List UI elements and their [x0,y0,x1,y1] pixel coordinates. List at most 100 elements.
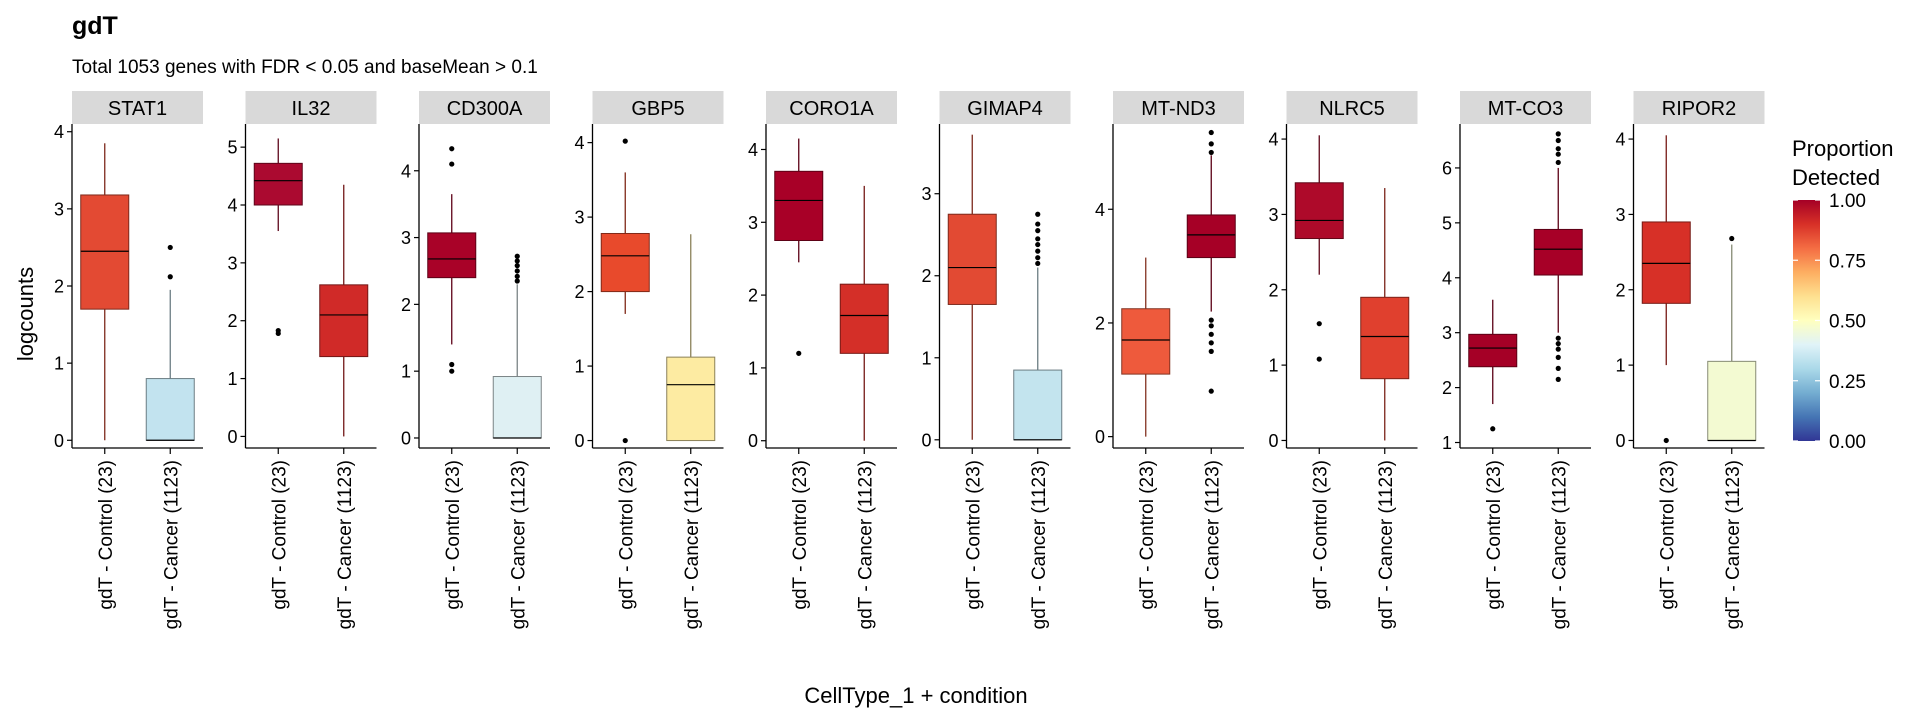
y-tick-label: 1 [1442,433,1452,453]
outlier-point [514,258,520,264]
x-tick-label: gdT - Control (23) [443,460,464,610]
x-tick-label: gdT - Control (23) [963,460,984,610]
facet-strip-label: RIPOR2 [1662,98,1736,120]
legend-tick-label: 0.50 [1829,312,1866,333]
box-control [1121,257,1171,437]
x-tick-label: gdT - Control (23) [1484,460,1505,610]
box-control [253,138,303,337]
y-tick-label: 3 [1442,323,1452,343]
outlier-point [1035,248,1041,254]
facet-strip [1113,91,1244,124]
facet-strip-label: GBP5 [631,98,684,120]
y-tick-label: 1 [574,357,584,377]
iqr-box [1360,296,1410,380]
outlier-point [1490,426,1496,432]
x-tick-label: gdT - Cancer (1123) [508,460,529,629]
outlier-point [1035,211,1041,217]
y-tick-label: 1 [1615,356,1625,376]
y-tick-label: 3 [1615,205,1625,225]
outlier-point [1555,159,1561,166]
outlier-point [1555,346,1561,352]
y-tick-label: 2 [227,311,237,331]
iqr-box [1294,182,1344,240]
y-tick-label: 0 [574,431,584,451]
facet-strip-label: IL32 [292,98,331,120]
y-tick-label: 3 [227,253,237,273]
x-tick-label: gdT - Cancer (1123) [161,460,182,629]
outlier-point [514,273,520,279]
facet-strip [592,91,724,124]
facet-strip [245,91,377,124]
x-axis-title: CellType_1 + condition [804,683,1027,708]
outlier-point [449,161,455,167]
outlier-point [1316,321,1322,327]
y-axis-title: logcounts [13,267,38,361]
y-tick-label: 4 [1615,130,1625,150]
iqr-box [600,232,650,293]
outlier-point [1035,221,1041,227]
iqr-box [1186,214,1236,259]
iqr-box [947,213,997,305]
iqr-box [1641,221,1691,304]
outlier-point [1208,388,1214,394]
y-tick-label: 1 [921,348,931,368]
y-tick-label: 3 [1268,205,1278,225]
facet-strip-label: MT-CO3 [1488,98,1564,120]
y-tick-label: 3 [748,213,758,233]
box-cancer [145,244,195,441]
x-tick-label: gdT - Control (23) [1657,460,1678,610]
box-control [427,146,477,374]
outlier-point [1208,340,1214,346]
iqr-box [839,283,889,354]
outlier-point [1208,323,1214,329]
outlier-point [1555,354,1561,360]
iqr-box [80,194,130,310]
legend-tick-label: 0.75 [1829,251,1866,272]
iqr-box [492,376,542,439]
iqr-box [1707,360,1757,441]
y-tick-label: 4 [748,140,758,160]
outlier-point [1208,129,1214,136]
y-tick-label: 0 [1095,427,1105,447]
outlier-point [1035,260,1041,267]
outlier-point [167,274,173,280]
y-tick-label: 2 [574,282,584,302]
y-tick-label: 4 [227,196,237,216]
x-tick-label: gdT - Cancer (1123) [1376,460,1397,629]
facet-panel-mt-co3: MT-CO3 1 2 3 4 5 6 gdT - Control (23) gdT - Canc… [1442,91,1591,629]
y-tick-label: 3 [574,208,584,228]
y-tick-label: 5 [1442,213,1452,233]
outlier-point [1035,236,1041,242]
y-tick-label: 2 [1442,378,1452,398]
y-tick-label: 4 [1442,268,1452,288]
chart-subtitle: Total 1053 genes with FDR < 0.05 and bas… [72,57,538,78]
outlier-point [1316,356,1322,362]
iqr-box [427,232,477,279]
y-tick-label: 0 [1268,431,1278,451]
facet-strip [1633,91,1765,124]
box-cancer [839,185,889,441]
x-tick-label: gdT - Control (23) [96,460,117,610]
outlier-point [1555,376,1561,382]
box-control [600,138,650,444]
x-tick-label: gdT - Cancer (1123) [1029,460,1050,629]
outlier-point [622,437,628,444]
iqr-box [1121,308,1171,375]
outlier-point [1208,348,1214,354]
iqr-box [1468,333,1518,368]
y-tick-label: 2 [1615,280,1625,300]
legend-title: Proportion [1792,136,1894,161]
y-tick-label: 5 [227,138,237,158]
x-tick-label: gdT - Control (23) [1310,460,1331,610]
x-tick-label: gdT - Control (23) [790,460,811,610]
y-tick-label: 4 [401,161,411,181]
x-tick-label: gdT - Cancer (1123) [335,460,356,629]
y-tick-label: 0 [921,430,931,450]
chart-title: gdT [72,12,118,40]
outlier-point [1663,437,1669,444]
box-control [1641,135,1691,444]
outlier-point [1555,365,1561,371]
legend-tick-label: 0.00 [1829,432,1866,453]
